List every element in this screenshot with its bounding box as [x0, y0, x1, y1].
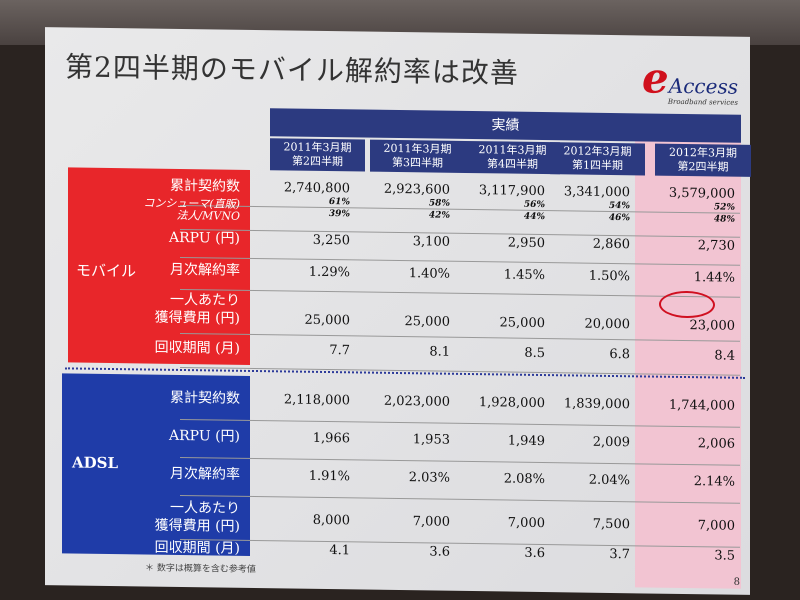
table-cell: 1,966	[312, 430, 350, 447]
table-cell: 23,000	[689, 318, 736, 334]
table-cell: 3,117,900	[478, 183, 545, 200]
table-cell: 8,000	[312, 512, 350, 529]
row-label: 累計契約数	[170, 389, 240, 407]
table-cell: 1.45%	[503, 267, 545, 284]
table-cell: 3.6	[524, 545, 545, 562]
table-cell: 2.08%	[503, 471, 545, 488]
table-cell: 52%	[713, 202, 735, 213]
table-cell: 2.03%	[408, 470, 450, 486]
table-cell: 2,923,600	[383, 181, 450, 198]
table-cell: 1.44%	[693, 270, 735, 286]
column-header: 2012年3月期 第1四半期	[550, 142, 645, 176]
table-cell: 2,009	[592, 434, 630, 451]
table-cell: 7,000	[507, 515, 545, 532]
table-cell: 44%	[523, 211, 545, 223]
table-cell: 54%	[608, 200, 630, 212]
table-cell: 61%	[328, 197, 350, 208]
table-cell: 1,949	[507, 433, 545, 450]
table-cell: 7,000	[697, 518, 735, 534]
row-label: 法人/MVNO	[176, 208, 240, 223]
table-cell: 2,950	[507, 235, 545, 252]
row-label: 月次解約率	[170, 465, 240, 483]
table-cell: 6.8	[609, 346, 630, 363]
row-label: 一人あたり 獲得費用 (円)	[154, 291, 240, 327]
table-cell: 58%	[428, 198, 450, 209]
table-cell: 3,579,000	[668, 185, 735, 202]
header-group: 実績	[270, 108, 741, 143]
row-label: 回収期間 (月)	[154, 339, 240, 357]
presentation-slide: 第2四半期のモバイル解約率は改善 eAccess Broadband servi…	[45, 27, 751, 595]
row-label: 一人あたり 獲得費用 (円)	[154, 499, 240, 535]
table-cell: 2,730	[697, 238, 735, 254]
table-cell: 2,023,000	[383, 393, 450, 410]
logo-name: Access	[668, 73, 738, 99]
table-cell: 25,000	[304, 312, 351, 329]
table-cell: 2.14%	[693, 474, 735, 490]
table-cell: 1,953	[412, 432, 450, 448]
column-header: 2011年3月期 第3四半期	[370, 139, 465, 173]
row-label: 回収期間 (月)	[154, 539, 240, 557]
slide-title: 第2四半期のモバイル解約率は改善	[65, 50, 519, 90]
table-cell: 3.5	[714, 548, 735, 564]
table-cell: 48%	[713, 214, 735, 225]
table-cell: 39%	[328, 209, 350, 220]
table-cell: 42%	[428, 210, 450, 221]
table-cell: 2,118,000	[283, 392, 350, 409]
table-cell: 46%	[608, 212, 630, 224]
table-cell: 8.4	[714, 348, 735, 364]
table-cell: 1,744,000	[668, 397, 735, 414]
table-cell: 3,250	[312, 232, 350, 249]
highlight-circle	[659, 290, 715, 319]
table-cell: 7.7	[329, 343, 350, 359]
table-cell: 3,341,000	[563, 184, 630, 201]
table-cell: 8.5	[524, 345, 545, 362]
table-cell: 3,100	[412, 234, 450, 250]
column-header: 2011年3月期 第2四半期	[270, 138, 365, 172]
row-label: ARPU (円)	[169, 229, 240, 247]
table-cell: 8.1	[429, 344, 450, 360]
table-cell: 1.29%	[308, 264, 350, 281]
table-cell: 7,500	[592, 516, 630, 533]
row-label: 累計契約数	[170, 177, 240, 195]
table-cell: 3.7	[609, 546, 630, 563]
table-cell: 1,928,000	[478, 395, 545, 412]
table-cell: 4.1	[329, 543, 350, 559]
table-cell: 20,000	[584, 316, 631, 333]
table-cell: 56%	[523, 199, 545, 211]
table-cell: 1.91%	[308, 468, 350, 485]
table-cell: 2,860	[592, 236, 630, 253]
table-cell: 7,000	[412, 514, 450, 530]
table-cell: 1.50%	[588, 268, 630, 285]
logo-mark: e	[642, 53, 669, 103]
table-cell: 25,000	[499, 315, 546, 332]
footnote: ＊ 数字は概算を含む参考値	[145, 563, 256, 576]
table-cell: 3.6	[429, 544, 450, 560]
table-cell: 25,000	[404, 314, 451, 330]
table-cell: 1,839,000	[563, 396, 630, 413]
table-cell: 2,740,800	[283, 180, 350, 197]
row-label: ARPU (円)	[169, 427, 240, 445]
page-number: 8	[733, 576, 740, 588]
row-label: 月次解約率	[170, 261, 240, 279]
column-header: 2011年3月期 第4四半期	[465, 140, 560, 175]
column-header: 2012年3月期 第2四半期	[655, 143, 751, 177]
table-cell: 1.40%	[408, 266, 450, 282]
table-cell: 2,006	[697, 436, 735, 452]
eaccess-logo: eAccess Broadband services	[642, 53, 738, 107]
table-cell: 2.04%	[588, 472, 630, 489]
